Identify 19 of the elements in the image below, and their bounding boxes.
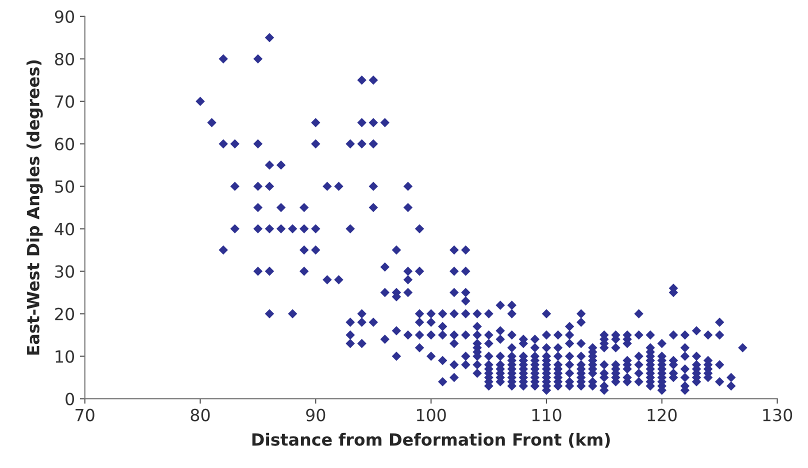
y-axis-title: East-West Dip Angles (degrees) bbox=[26, 60, 43, 355]
x-tick-label: 110 bbox=[532, 408, 562, 422]
y-tick-label: 10 bbox=[56, 350, 74, 363]
y-tick-label: 80 bbox=[55, 52, 74, 66]
x-tick-label: 120 bbox=[648, 408, 677, 422]
y-tick-label: 30 bbox=[55, 265, 74, 278]
x-axis-title: Distance from Deformation Front (km) bbox=[252, 432, 610, 448]
x-tick-label: 90 bbox=[306, 408, 326, 422]
x-tick-label: 100 bbox=[416, 408, 446, 422]
y-tick-label: 40 bbox=[54, 222, 74, 236]
y-tick-label: 60 bbox=[55, 138, 74, 150]
y-tick-label: 20 bbox=[55, 308, 74, 320]
y-tick-label: 70 bbox=[55, 95, 74, 108]
x-tick-label: 80 bbox=[190, 408, 210, 422]
y-tick-label: 50 bbox=[55, 180, 74, 193]
y-tick-label: 90 bbox=[54, 10, 74, 23]
y-tick-label: 0 bbox=[66, 392, 74, 406]
x-tick-label: 70 bbox=[76, 408, 94, 422]
x-tick-label: 130 bbox=[763, 408, 792, 422]
